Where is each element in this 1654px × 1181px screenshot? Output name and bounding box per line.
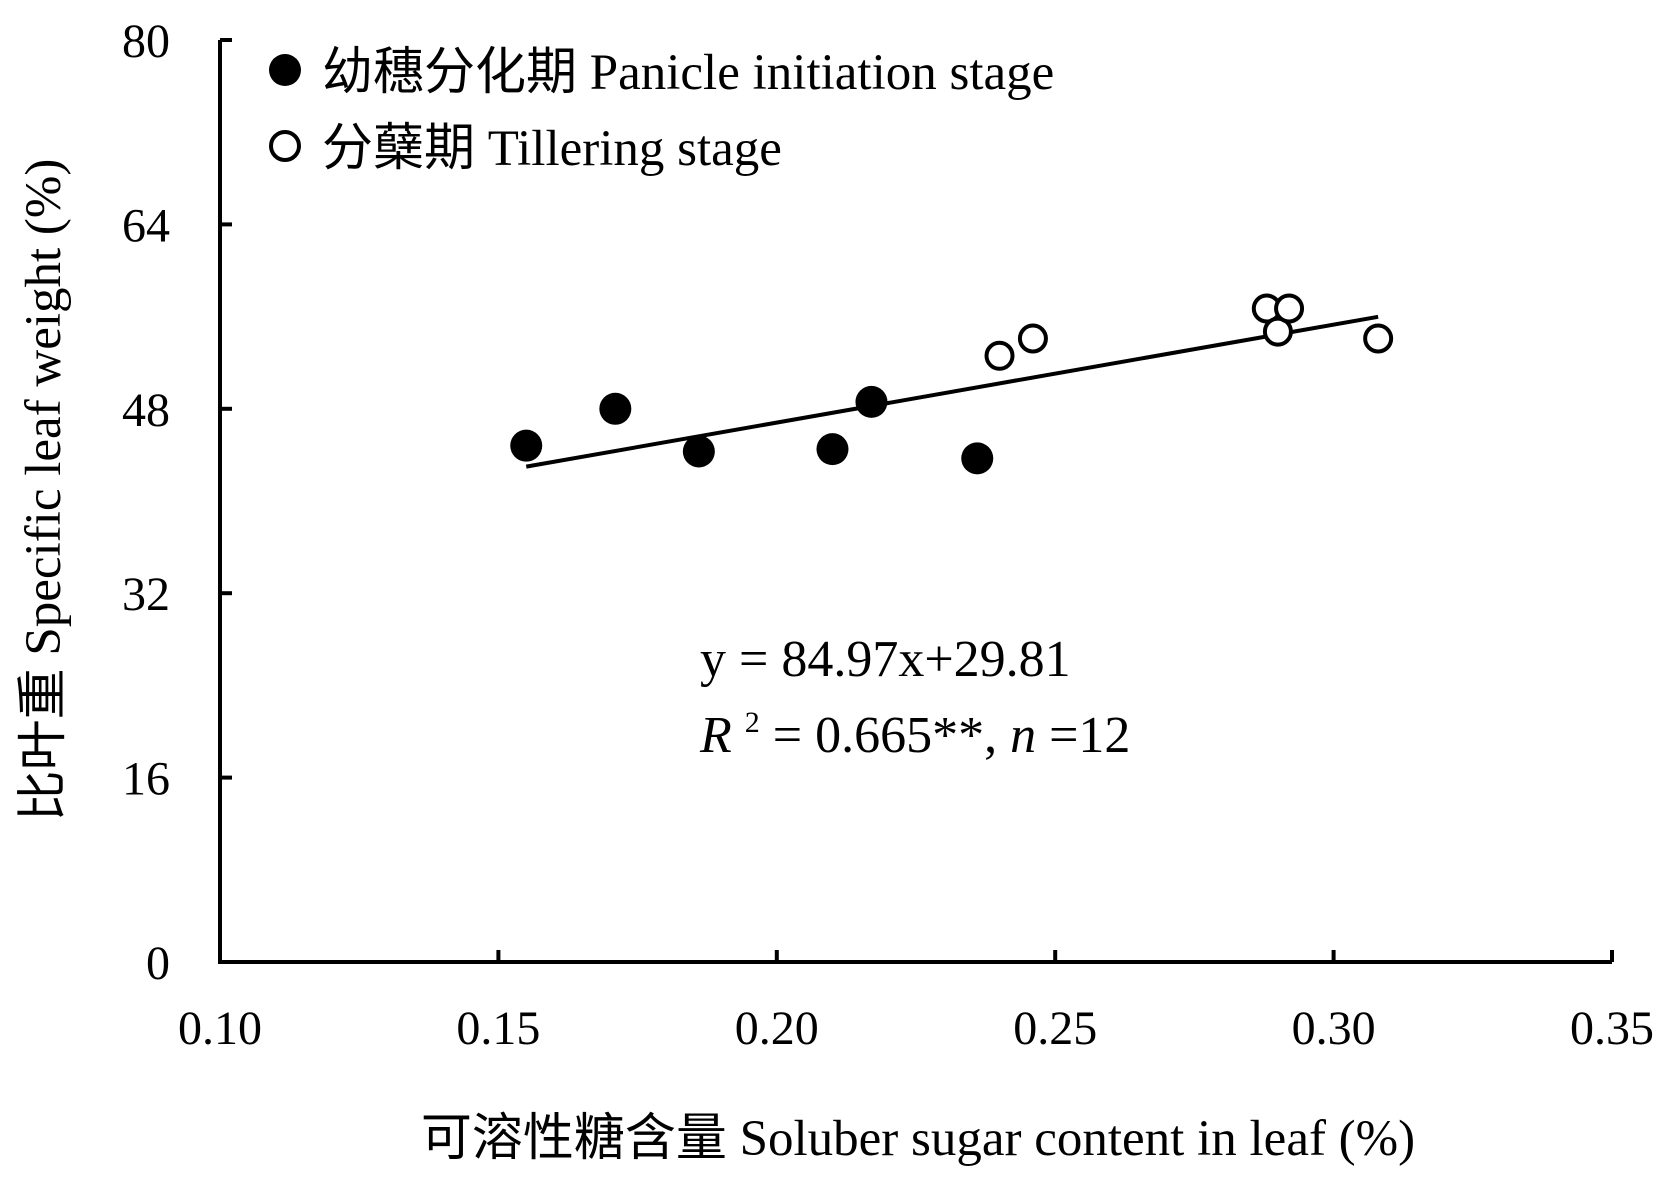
y-tick-label: 64 — [122, 199, 170, 252]
legend-label-tillering: 分蘖期 Tillering stage — [322, 121, 782, 177]
x-tick-label: 0.10 — [178, 1002, 262, 1055]
legend-marker-tillering — [269, 130, 301, 162]
y-tick-label: 80 — [122, 15, 170, 68]
tick-labels: 0.10 0.15 0.20 0.25 0.30 0.35 0 16 32 48 64 80 — [122, 15, 1654, 1055]
trendline-layer — [525, 314, 1379, 469]
legend-label-panicle: 幼穗分化期 Panicle initiation stage — [322, 45, 1054, 101]
point-panicle — [682, 435, 715, 468]
point-tillering — [1363, 323, 1394, 354]
point-tillering — [1274, 293, 1305, 324]
trendline — [525, 314, 1379, 469]
regression-equation: y = 84.97x+29.81 — [700, 631, 1071, 688]
point-tillering — [1017, 323, 1048, 354]
x-tick-label: 0.25 — [1013, 1002, 1097, 1055]
x-axis-title: 可溶性糖含量 Soluber sugar content in leaf (%) — [421, 1111, 1415, 1167]
y-tick-label: 0 — [146, 937, 170, 990]
x-tick-label: 0.30 — [1292, 1002, 1376, 1055]
x-tick-label: 0.35 — [1570, 1002, 1654, 1055]
y-tick-label: 16 — [122, 753, 170, 806]
r-superscript: 2 — [745, 706, 760, 739]
point-panicle — [510, 429, 543, 462]
point-panicle — [961, 442, 994, 475]
data-points — [510, 293, 1394, 475]
point-panicle — [599, 392, 632, 425]
n-symbol: n — [1010, 707, 1036, 764]
regression-annotation: y = 84.97x+29.81 R 2 = 0.665**, n =12 — [699, 631, 1130, 764]
r-symbol: R — [699, 707, 732, 764]
y-tick-label: 48 — [122, 384, 170, 437]
r-value: = 0.665**, — [773, 707, 1010, 764]
axes — [218, 38, 1614, 964]
y-tick-label: 32 — [122, 568, 170, 621]
x-tick-label: 0.20 — [735, 1002, 819, 1055]
x-tick-label: 0.15 — [456, 1002, 540, 1055]
point-panicle — [855, 385, 888, 418]
point-tillering — [1262, 316, 1293, 347]
y-axis-title: 比叶重 Specific leaf weight (%) — [16, 159, 72, 822]
legend: 幼穗分化期 Panicle initiation stage 分蘖期 Tille… — [269, 45, 1054, 177]
regression-stats: R 2 = 0.665**, n =12 — [699, 687, 1130, 764]
legend-marker-panicle — [269, 54, 301, 86]
point-panicle — [816, 433, 849, 466]
n-value: =12 — [1049, 707, 1130, 764]
point-tillering — [984, 340, 1015, 371]
